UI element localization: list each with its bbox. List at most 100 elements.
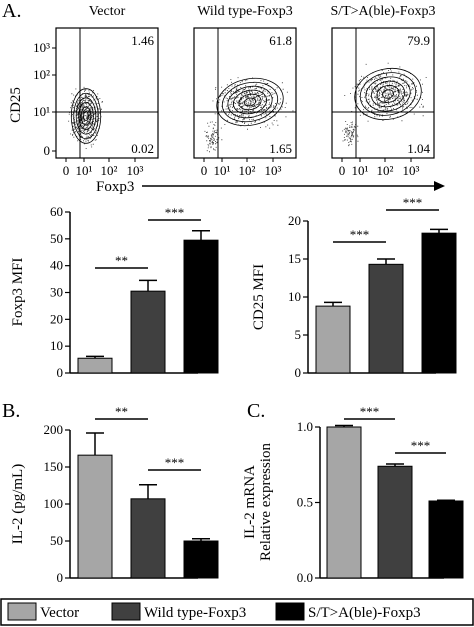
flow-contour-1-3: [232, 89, 268, 115]
chart0-bar-2: [183, 239, 219, 374]
flow-title-1: Wild type-Foxp3: [197, 4, 292, 19]
flow-x-tick-2-0: 0: [339, 163, 346, 178]
flow-x-tick-1-2: 10²: [239, 163, 256, 178]
chart3-y-tick-1: 0.5: [297, 495, 313, 510]
flow-x-tick-2-1: 10¹: [352, 163, 369, 178]
chart0-y-tick-5: 50: [50, 231, 63, 246]
flow-upper-right-value-2: 79.9: [407, 33, 430, 48]
chart2-bar-2: [183, 540, 219, 579]
flow-upper-right-value-0: 1.46: [131, 33, 154, 48]
chart2-bar-0: [77, 454, 113, 579]
chart3-y-tick-2: 1.0: [297, 419, 313, 434]
chart3-y-tick-0: 0.0: [297, 570, 313, 585]
chart3-significance-0: ***: [360, 404, 380, 419]
chart0-y-tick-2: 20: [50, 311, 63, 326]
chart1-y-tick-2: 10: [288, 289, 301, 304]
chart3-bar-1: [377, 465, 413, 579]
chart0-y-tick-6: 60: [50, 204, 63, 219]
il2-mrna-chart: 0.0 0.5 1.0 IL-2 mRNA Relative expression ***…: [242, 404, 464, 585]
chart3-y-label-2: Relative expression: [258, 443, 274, 561]
chart1-bar-2: [421, 232, 457, 374]
flow-x-tick-1-3: 10³: [265, 163, 282, 178]
flow-contour-2-5: [359, 72, 417, 116]
chart1-y-tick-0: 0: [295, 365, 302, 380]
flow-plot-content-1: [204, 77, 294, 153]
chart2-significance-1: ***: [165, 455, 185, 470]
chart1-y-tick-3: 15: [288, 251, 301, 266]
flow-contour-0-6: [70, 88, 102, 144]
flow-x-tick-0-1: 10¹: [76, 163, 93, 178]
cd25-mfi-chart: 0 5 10 15 20 CD25 MFI *** ***: [251, 195, 457, 380]
flow-title-2: S/T>A(ble)-Foxp3: [330, 4, 435, 19]
flow-contour-2-3: [370, 80, 406, 108]
chart2-y-tick-4: 200: [44, 422, 64, 437]
chart3-bar-2: [428, 500, 464, 579]
flow-y-tick-2: 10¹: [33, 104, 50, 119]
flow-contour-1-1: [244, 97, 256, 107]
chart3-significance-1: ***: [411, 438, 431, 453]
chart0-y-tick-4: 40: [50, 258, 63, 273]
flow-plot-content-2: [342, 62, 427, 147]
flow-x-tick-0-2: 10²: [101, 163, 118, 178]
flow-contour-2-6: [354, 67, 422, 121]
legend-label-wild-type: Wild type-Foxp3: [144, 605, 246, 621]
flow-plot-2: S/T>A(ble)-Foxp3 79.9 1.04 0 10¹ 10² 10³: [330, 4, 435, 178]
flow-x-tick-1-1: 10¹: [214, 163, 231, 178]
flow-title-0: Vector: [89, 4, 126, 19]
chart2-bar-1: [130, 498, 166, 579]
legend-label-vector: Vector: [40, 605, 79, 621]
chart0-significance-1: ***: [165, 205, 185, 220]
chart1-y-label: CD25 MFI: [251, 264, 267, 330]
flow-contour-0-1: [83, 111, 89, 121]
chart2-y-tick-3: 150: [44, 459, 64, 474]
legend-label-st-mutant: S/T>A(ble)-Foxp3: [308, 605, 421, 621]
flow-contour-2-4: [365, 76, 411, 112]
flow-lower-right-value-0: 0.02: [131, 141, 154, 156]
chart0-bar-0: [77, 357, 113, 374]
panel-letter-a: A.: [2, 0, 21, 22]
flow-contour-0-5: [73, 92, 99, 140]
legend-swatch-wild-type: [111, 602, 141, 621]
chart3-y-label: IL-2 mRNA: [242, 465, 258, 539]
chart1-bar-1: [368, 263, 404, 374]
chart1-y-tick-1: 5: [295, 327, 302, 342]
chart2-y-tick-1: 50: [50, 533, 63, 548]
chart2-y-tick-0: 0: [57, 570, 64, 585]
flow-x-tick-2-2: 10²: [377, 163, 394, 178]
chart1-bar-0: [315, 305, 351, 374]
flow-x-tick-0-3: 10³: [127, 163, 144, 178]
legend-swatch-st-mutant: [275, 602, 305, 621]
flow-contour-0-3: [78, 101, 94, 131]
flow-y-label: CD25: [8, 87, 24, 123]
flow-cytometry-panel: CD25 Foxp3 Vector 1.46 0.02 0 10¹ 10² 10³ 10³ 10…: [8, 4, 445, 195]
chart0-y-label: Foxp3 MFI: [10, 258, 26, 327]
flow-x-tick-2-3: 10³: [403, 163, 420, 178]
flow-lower-right-value-2: 1.04: [407, 141, 430, 156]
flow-upper-right-value-1: 61.8: [269, 33, 292, 48]
flow-plot-0: Vector 1.46 0.02 0 10¹ 10² 10³ 10³ 10² 10¹ 0: [33, 4, 159, 178]
chart2-y-label: IL-2 (pg/mL): [10, 464, 26, 544]
chart0-y-tick-1: 10: [50, 338, 63, 353]
flow-contour-0-4: [75, 97, 97, 135]
chart0-bar-1: [130, 290, 166, 374]
flow-y-tick-3: 0: [44, 143, 51, 158]
legend-swatch-vector: [7, 602, 37, 621]
flow-frame-0: [55, 27, 159, 159]
flow-x-label: Foxp3: [96, 179, 134, 195]
chart0-y-tick-3: 30: [50, 285, 63, 300]
panel-letter-c: C.: [247, 400, 265, 422]
chart0-y-tick-0: 0: [57, 365, 64, 380]
flow-contour-0-2: [80, 106, 92, 126]
flow-frame-1: [193, 27, 297, 159]
chart1-significance-0: ***: [350, 227, 370, 242]
flow-y-tick-1: 10²: [33, 67, 50, 82]
legend: Vector Wild type-Foxp3 S/T>A(ble)-Foxp3: [0, 598, 474, 626]
chart1-y-tick-4: 20: [288, 213, 301, 228]
chart2-significance-0: **: [115, 404, 128, 419]
flow-contour-1-6: [216, 77, 284, 127]
flow-contour-2-2: [376, 85, 400, 103]
chart3-bar-0: [326, 426, 362, 579]
